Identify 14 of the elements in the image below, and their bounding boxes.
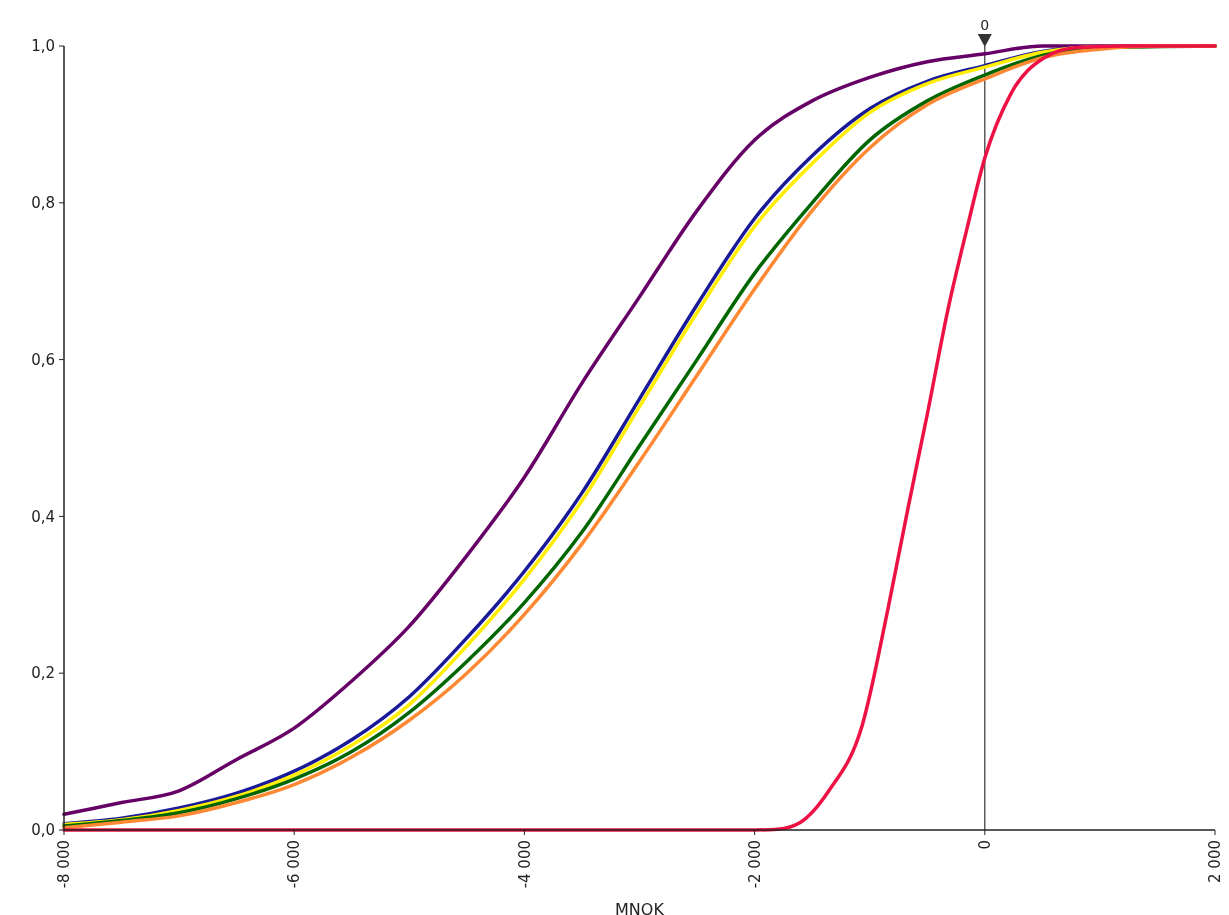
x-tick-label: 0: [976, 840, 995, 850]
y-tick-label: 1,0: [31, 37, 55, 56]
x-tick-label: -8 000: [55, 840, 74, 889]
x-tick-label: -6 000: [285, 840, 304, 889]
y-tick-label: 0,2: [31, 664, 55, 683]
y-tick-label: 0,4: [31, 507, 55, 526]
x-tick-label: -4 000: [515, 840, 534, 889]
ref-line-label: 0: [980, 17, 990, 33]
x-tick-label: -2 000: [745, 840, 764, 889]
y-tick-label: 0,0: [31, 821, 55, 840]
y-tick-label: 0,6: [31, 350, 55, 369]
x-tick-label: 2 000: [1206, 840, 1225, 883]
x-axis-title: MNOK: [615, 900, 665, 915]
y-tick-label: 0,8: [31, 194, 55, 213]
